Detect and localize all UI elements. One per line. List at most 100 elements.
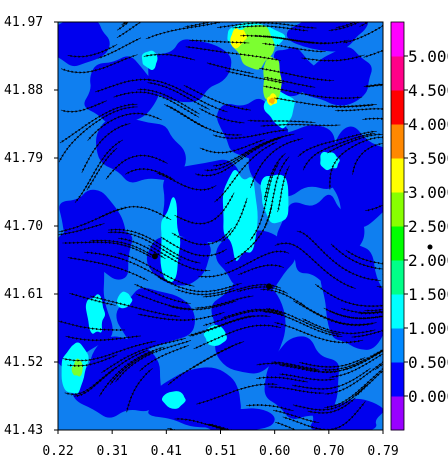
x-tick-label: 0.70	[313, 444, 344, 459]
y-tick-label: 41.88	[4, 83, 43, 98]
streamline	[324, 350, 383, 396]
y-tick-label: 41.79	[4, 151, 43, 166]
colorbar	[390, 21, 405, 431]
streamline	[189, 39, 250, 44]
streamline	[167, 341, 245, 386]
streamline	[123, 22, 158, 25]
streamline	[221, 197, 248, 243]
streamline	[271, 361, 319, 371]
streamline	[374, 342, 383, 371]
streamline	[217, 22, 317, 29]
y-tick-label: 41.52	[4, 355, 43, 370]
streamline	[207, 423, 280, 430]
streamline	[213, 133, 295, 167]
streamline	[335, 22, 377, 29]
streamline	[262, 42, 326, 53]
colorbar-swatch	[391, 260, 404, 295]
colorbar-swatch	[391, 22, 404, 57]
y-axis: 41.97 41.88 41.79 41.70 41.61 41.52 41.43	[4, 15, 58, 438]
streamline	[87, 112, 162, 141]
colorbar-tick-label: 5.000	[408, 47, 448, 66]
streamline	[125, 167, 175, 180]
streamline	[365, 186, 383, 212]
streamline	[94, 78, 154, 93]
streamline	[67, 44, 118, 58]
colorbar-tick-label: 2.000	[408, 251, 448, 270]
streamline	[139, 345, 190, 372]
colorbar-tick-label: 4.500	[408, 81, 448, 100]
x-tick-label: 0.31	[97, 444, 128, 459]
colorbar-swatch	[391, 158, 404, 193]
colorbar-swatch	[391, 294, 404, 329]
streamline	[363, 41, 383, 58]
streamline	[249, 162, 280, 241]
x-tick-label: 0.79	[367, 444, 398, 459]
streamline	[275, 421, 325, 430]
colorbar-tick-label: 3.500	[408, 149, 448, 168]
colorbar-tick-label: 3.000	[408, 183, 448, 202]
streamline	[89, 239, 155, 257]
x-tick-label: 0.60	[259, 444, 290, 459]
x-tick-label: 0.22	[42, 444, 73, 459]
streamline	[60, 100, 107, 113]
streamline	[196, 382, 278, 405]
marker-point	[266, 283, 272, 290]
colorbar-tick-label: 0.500	[408, 353, 448, 372]
x-axis: 0.22 0.31 0.41 0.51 0.60 0.70 0.79	[42, 430, 399, 459]
streamline	[279, 373, 335, 382]
streamline	[351, 319, 383, 339]
streamline	[69, 292, 116, 306]
streamline	[362, 117, 383, 162]
y-tick-label: 41.70	[4, 219, 43, 234]
colorbar-tick-label: 1.500	[408, 285, 448, 304]
streamline	[143, 53, 196, 61]
x-tick-label: 0.51	[205, 444, 236, 459]
streamline	[262, 35, 331, 45]
colorbar-swatch	[391, 124, 404, 159]
streamline	[126, 368, 153, 413]
streamline	[272, 409, 320, 423]
streamline	[61, 54, 138, 74]
markers	[151, 253, 272, 290]
colorbar-tick-label: 1.000	[408, 319, 448, 338]
x-tick-label: 0.41	[151, 444, 182, 459]
streamline	[185, 45, 281, 61]
plot-area	[57, 21, 384, 431]
streamline	[247, 119, 316, 124]
streamline	[323, 307, 383, 320]
y-tick-label: 41.97	[4, 15, 43, 30]
streamline	[301, 54, 365, 62]
streamline	[327, 133, 383, 154]
colorbar-swatch	[391, 56, 404, 91]
colorbar-swatch	[391, 226, 404, 261]
streamline	[183, 85, 251, 111]
streamline	[160, 236, 227, 257]
colorbar-tick-label: 0.000	[408, 387, 448, 406]
colorbar-tick-label: 2.500	[408, 217, 448, 236]
colorbar-swatch	[391, 328, 404, 363]
streamline	[256, 376, 308, 383]
streamline	[296, 230, 381, 282]
colorbar-swatch	[391, 396, 404, 431]
streamline	[116, 22, 162, 31]
streamline	[259, 67, 335, 82]
streamline	[260, 123, 341, 128]
marker-point	[151, 253, 158, 260]
colorbar-dot	[427, 244, 433, 250]
y-tick-label: 41.43	[4, 423, 43, 438]
streamline	[328, 103, 377, 108]
colorbar-swatch	[391, 362, 404, 397]
streamline	[58, 223, 105, 236]
colorbar-swatch	[391, 192, 404, 227]
y-tick-label: 41.61	[4, 287, 43, 302]
streamline	[237, 263, 285, 276]
streamline	[206, 62, 254, 74]
streamline	[58, 320, 126, 332]
colorbar-tick-labels: 0.000 0.500 1.000 1.500 2.000 2.500 3.000 3.500…	[404, 47, 448, 406]
streamline	[134, 283, 191, 305]
streamline	[121, 22, 165, 26]
colorbar-swatch	[391, 90, 404, 125]
streamline	[117, 252, 195, 287]
streamlines	[58, 22, 383, 430]
